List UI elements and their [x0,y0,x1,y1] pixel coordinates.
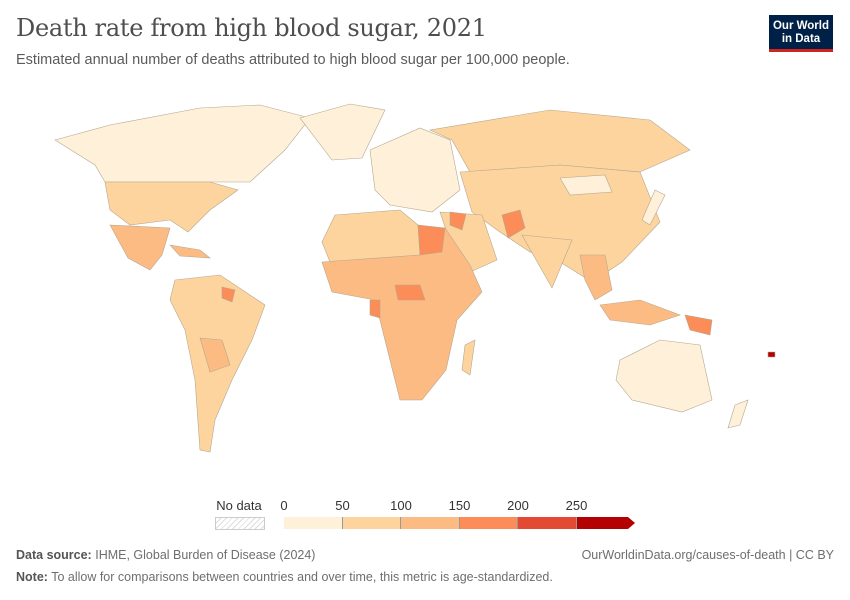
region-caribbean[interactable] [169,244,211,259]
legend-tick-label: 200 [507,498,529,513]
region-afghanistan[interactable] [501,209,526,239]
legend-bin[interactable] [342,517,401,529]
region-greenland[interactable] [299,103,386,161]
region-new-zealand[interactable] [727,399,749,429]
region-japan[interactable] [641,189,666,226]
region-australia[interactable] [615,339,713,413]
region-chad[interactable] [394,284,426,301]
region-gabon[interactable] [369,299,381,319]
region-bolivia[interactable] [199,337,231,373]
legend-tick-label: 0 [280,498,288,513]
note: Note: To allow for comparisons between c… [16,570,553,584]
region-fiji[interactable] [767,351,776,358]
legend-bin[interactable] [459,517,518,529]
region-mexico[interactable] [109,224,171,271]
region-se-asia[interactable] [579,254,613,301]
legend-tick-label: 150 [448,498,471,513]
legend-no-data-label: No data [216,498,262,513]
region-india[interactable] [521,234,573,289]
chart-subtitle: Estimated annual number of deaths attrib… [16,52,570,68]
owid-logo[interactable]: Our World in Data [769,15,833,52]
legend-bin[interactable] [401,517,460,529]
color-legend: No data 0 50 100 150 200 250 [0,495,850,535]
legend-bin[interactable] [518,517,577,529]
region-north-africa[interactable] [321,209,421,263]
note-label: Note: [16,570,48,584]
source-url[interactable]: OurWorldinData.org/causes-of-death | CC … [581,548,834,562]
region-usa[interactable] [104,181,239,233]
region-mongolia[interactable] [559,174,613,196]
region-iraq[interactable] [449,211,467,231]
legend-tick-label: 50 [335,498,350,513]
legend-bin[interactable] [284,517,343,529]
region-png[interactable] [684,314,713,336]
region-canada[interactable] [54,104,311,183]
source-text: IHME, Global Burden of Disease (2024) [95,548,316,562]
chart-title: Death rate from high blood sugar, 2021 [16,14,487,42]
legend-tick-label: 100 [390,498,412,513]
region-madagascar[interactable] [461,339,476,376]
region-russia[interactable] [428,109,691,173]
source-label: Data source: [16,548,92,562]
note-text: To allow for comparisons between countri… [51,570,553,584]
data-source: Data source: IHME, Global Burden of Dise… [16,548,315,562]
region-europe[interactable] [369,127,461,213]
region-guyana[interactable] [221,286,236,303]
legend-tick-label: 250 [565,498,588,513]
world-map [54,103,776,453]
legend-bin[interactable] [576,517,635,529]
region-egypt[interactable] [417,224,446,256]
legend-no-data-swatch [215,517,265,530]
region-indonesia[interactable] [599,299,681,326]
